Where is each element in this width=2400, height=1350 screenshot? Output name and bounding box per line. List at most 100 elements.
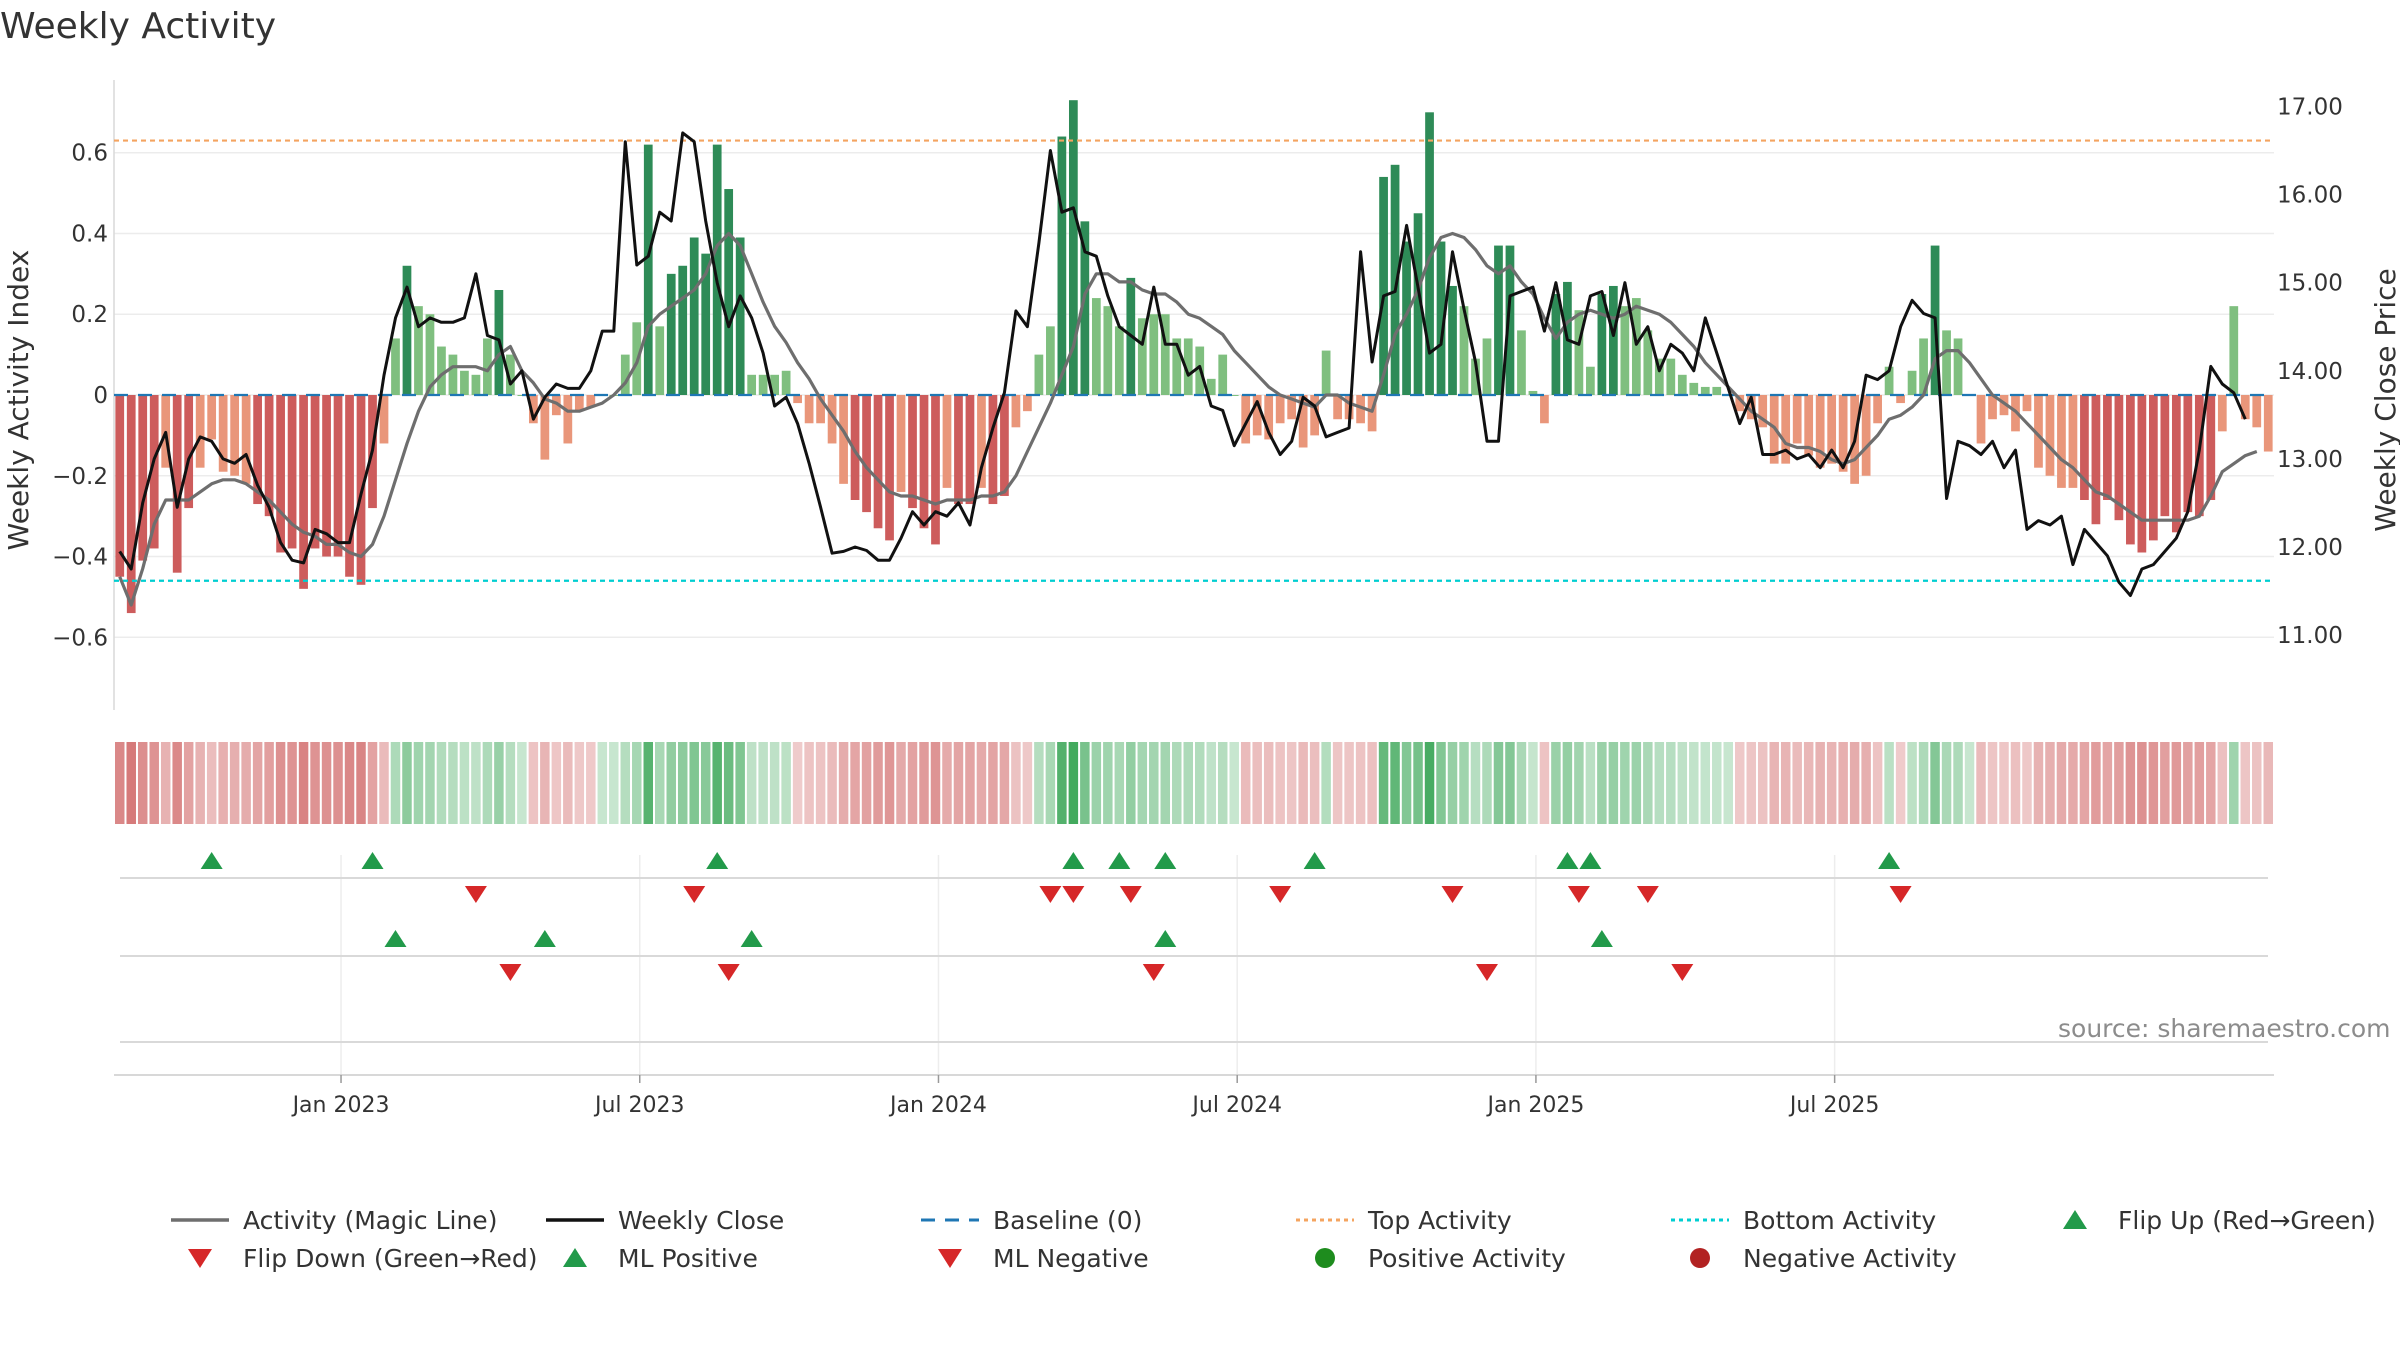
y2-tick-label: 17.00 [2277,94,2343,120]
heat-strip-cell [1597,742,1607,824]
heat-strip-cell [1080,742,1090,824]
heat-strip-cell [586,742,596,824]
chart-legend: Activity (Magic Line) Weekly Close Basel… [155,1202,2400,1292]
heat-strip-cell [1068,742,1079,824]
red-dot-icon [1690,1248,1710,1268]
heat-strip-cell [2091,742,2101,824]
heat-strip-cell [988,742,998,824]
legend-label: Top Activity [1368,1205,1512,1235]
heat-strip-cell [1286,742,1297,824]
legend-item-baseline[interactable]: Baseline (0) [915,1202,1142,1238]
legend-item-flip-up[interactable]: Flip Up (Red→Green) [2040,1202,2376,1238]
activity-bar [138,395,148,561]
ml-positive-marker [1154,930,1177,947]
heat-strip-cell [126,742,136,824]
heat-strip-cell [1895,742,1906,824]
heat-strip-cell [1505,742,1515,824]
heat-strip-cell [792,742,803,824]
y-tick-label: −0.2 [52,464,108,490]
activity-bar [850,395,860,500]
heat-strip-cell [1551,742,1561,824]
activity-bar [1425,112,1434,396]
activity-bar [2034,395,2043,468]
triangle-down-icon [938,1249,962,1268]
legend-item-ml-negative[interactable]: ML Negative [915,1240,1149,1276]
legend-item-negative-activity[interactable]: Negative Activity [1665,1240,1957,1276]
legend-item-weekly-close[interactable]: Weekly Close [540,1202,784,1238]
heat-strip-cell [425,742,435,824]
heat-strip-cell [1447,742,1458,824]
heat-strip-cell [1631,742,1642,824]
heat-strip-cell [815,742,826,824]
activity-bar [345,395,354,577]
legend-symbol-dotted-cyan-icon [1671,1218,1729,1222]
heat-strip-cell [551,742,562,824]
activity-bar [1333,395,1342,420]
activity-bar [1413,213,1423,395]
heat-strip-cell [1022,742,1033,824]
heat-strip-cell [827,742,837,824]
heat-strip-cell [1861,742,1871,824]
activity-bar [1436,241,1446,395]
activity-bar [299,395,308,589]
activity-bar [1046,326,1055,395]
flip-up-marker [1303,852,1326,869]
flip-up-marker [1062,852,1085,869]
heat-strip-cell [2240,742,2251,824]
legend-label: Negative Activity [1743,1243,1957,1273]
activity-bar [1448,285,1457,395]
heat-strip-cell [2229,742,2239,824]
activity-bar [149,395,159,549]
legend-item-flip-down[interactable]: Flip Down (Green→Red) [165,1240,538,1276]
activity-bar [1884,366,1894,395]
legend-item-ml-positive[interactable]: ML Positive [540,1240,758,1276]
flip-down-marker [1119,886,1142,903]
activity-bar [425,314,435,395]
activity-bar [1735,395,1745,412]
activity-bar [908,395,917,509]
activity-bar [1206,378,1216,395]
heat-strip-cell [1172,742,1182,824]
activity-bar [735,237,745,395]
y2-tick-label: 15.00 [2277,271,2343,297]
heat-strip-cell [1999,742,2009,824]
legend-item-magic-line[interactable]: Activity (Magic Line) [165,1202,497,1238]
heat-strip-cell [2033,742,2044,824]
heat-strip-cell [298,742,309,824]
activity-bar [1873,395,1882,424]
source-credit: source: sharemaestro.com [2058,1014,2391,1043]
activity-bar [1298,395,1308,448]
legend-item-bottom-activity[interactable]: Bottom Activity [1665,1202,1936,1238]
activity-bar [701,253,711,395]
activity-bar [1620,306,1630,395]
heat-strip-cell [344,742,355,824]
heat-strip-cell [1930,742,1940,824]
activity-bar [1137,318,1147,395]
legend-item-top-activity[interactable]: Top Activity [1290,1202,1512,1238]
heat-strip-cell [1792,742,1802,824]
heat-strip-cell [2125,742,2136,824]
heat-strip-cell [884,742,895,824]
heat-strip-cell [1459,742,1469,824]
heat-strip-cell [1298,742,1308,824]
activity-bar [2114,395,2124,521]
activity-bar [1988,395,1997,420]
legend-label: Activity (Magic Line) [243,1205,498,1235]
heat-strip-cell [1677,742,1688,824]
activity-bar [471,374,481,395]
heat-strip-cell [1953,742,1963,824]
heat-strip-cell [1516,742,1527,824]
legend-item-positive-activity[interactable]: Positive Activity [1290,1240,1566,1276]
heat-strip-cell [1585,742,1596,824]
heat-strip-cell [677,742,688,824]
activity-bar [1517,330,1526,395]
activity-bar [2045,395,2055,476]
heat-strip-cell [1103,742,1113,824]
heat-strip-cell [482,742,493,824]
heat-strip-cell [666,742,676,824]
activity-bar [1367,395,1377,432]
activity-bar [1080,221,1090,395]
heat-strip-cell [1240,742,1251,824]
flip-up-marker [361,852,384,869]
